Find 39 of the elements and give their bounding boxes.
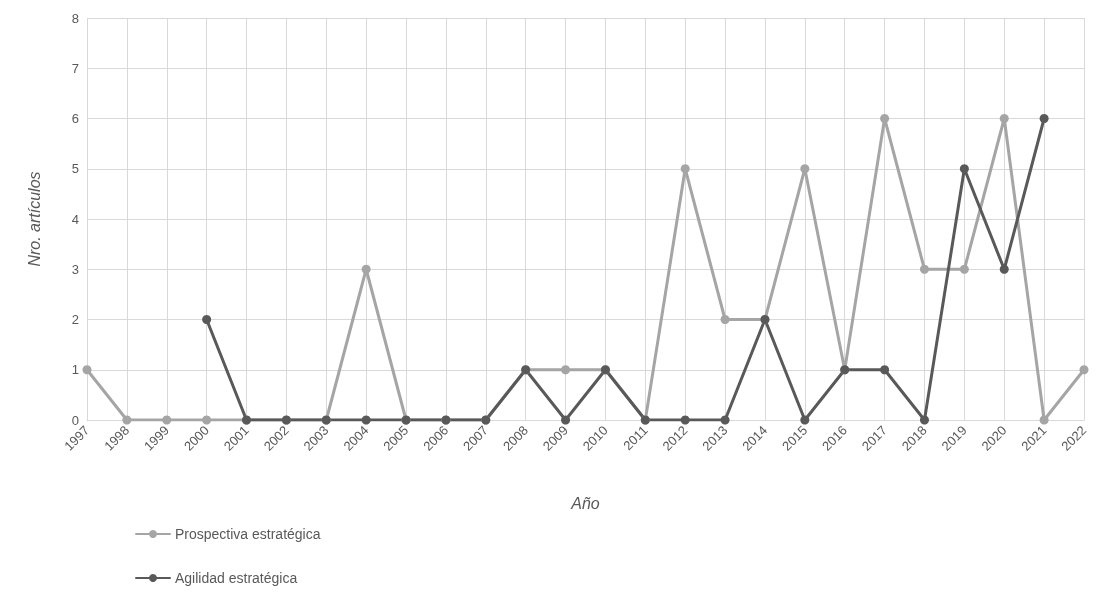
point bbox=[919, 264, 929, 274]
point bbox=[919, 415, 929, 425]
point bbox=[880, 114, 890, 123]
point bbox=[202, 315, 212, 324]
x-axis-title: Año bbox=[570, 494, 600, 512]
point bbox=[162, 415, 172, 425]
point bbox=[880, 365, 890, 375]
y-tick-label: 3 bbox=[71, 261, 79, 277]
point bbox=[720, 315, 730, 324]
y-tick-label: 7 bbox=[71, 60, 79, 76]
point bbox=[999, 264, 1009, 274]
legend-label: Agilidad estratégica bbox=[175, 570, 298, 586]
point bbox=[1039, 114, 1049, 123]
point bbox=[680, 164, 690, 174]
point bbox=[202, 415, 212, 425]
y-tick-label: 1 bbox=[71, 362, 79, 378]
point bbox=[361, 415, 371, 425]
point bbox=[720, 415, 730, 425]
point bbox=[1039, 415, 1049, 425]
point bbox=[561, 415, 571, 425]
point bbox=[999, 114, 1009, 123]
point bbox=[1079, 365, 1089, 375]
point bbox=[561, 365, 571, 375]
y-axis-title: Nro. artículos bbox=[25, 171, 43, 267]
y-tick-label: 4 bbox=[71, 211, 79, 227]
y-tick-label: 0 bbox=[71, 412, 79, 428]
point bbox=[122, 415, 132, 425]
point bbox=[680, 415, 690, 425]
point bbox=[82, 365, 92, 375]
y-tick-label: 5 bbox=[71, 161, 79, 177]
legend-label: Prospectiva estratégica bbox=[175, 526, 321, 542]
y-tick-label: 6 bbox=[71, 111, 79, 126]
point bbox=[361, 264, 371, 274]
y-tick-label: 2 bbox=[71, 312, 79, 327]
point bbox=[959, 164, 969, 174]
point bbox=[800, 415, 810, 425]
point bbox=[800, 164, 810, 174]
y-tick-label: 8 bbox=[71, 10, 79, 26]
point bbox=[959, 264, 969, 274]
